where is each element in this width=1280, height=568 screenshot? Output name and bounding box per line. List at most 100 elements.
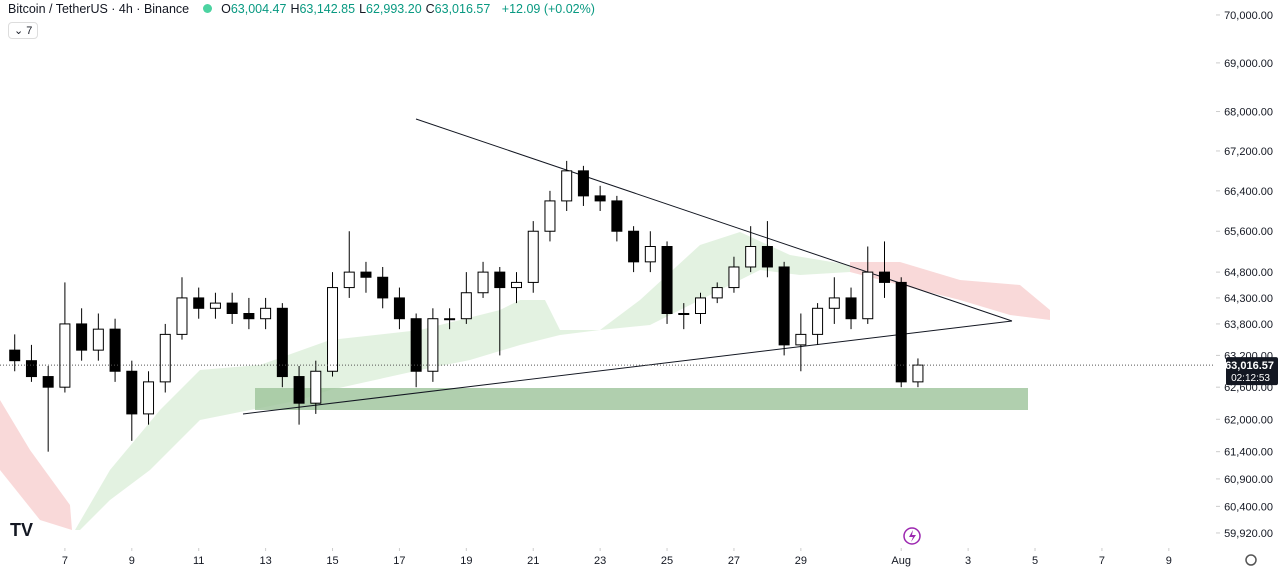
change: +12.09 (+0.02%) [501, 2, 595, 16]
countdown: 02:12:53 [1231, 373, 1270, 384]
x-tick-label: 29 [795, 555, 807, 567]
support-zone [255, 388, 1028, 410]
candle-body [678, 313, 690, 316]
ohlc-value: 63,004.47 [230, 2, 287, 16]
candle-body [561, 170, 573, 202]
candle-body [327, 287, 339, 372]
y-tick-label: 63,800.00 [1224, 319, 1273, 331]
last-price-label: 63,016.57 [1225, 360, 1274, 372]
x-tick-label: 21 [527, 555, 539, 567]
x-tick-label: 15 [326, 555, 338, 567]
candle-body [845, 297, 857, 320]
candle-body [895, 281, 907, 383]
candle-body [694, 297, 706, 315]
y-tick-label: 70,000.00 [1224, 10, 1273, 22]
candle-body [109, 328, 121, 372]
candle-body [393, 297, 405, 320]
candle-body [193, 297, 205, 309]
x-tick-label: 7 [1099, 555, 1105, 567]
ohlc: O63,004.47 H63,142.85 L62,993.20 C63,016.57 [221, 2, 494, 16]
x-tick-label: 5 [1032, 555, 1038, 567]
ohlc-value: 63,016.57 [434, 2, 491, 16]
y-tick-label: 64,800.00 [1224, 267, 1273, 279]
candle-body [25, 360, 37, 378]
candle-body [209, 302, 221, 309]
event-icon [903, 527, 921, 545]
symbol-title: Bitcoin / TetherUS · 4h · Binance [8, 2, 190, 16]
x-tick-label: 9 [1166, 555, 1172, 567]
y-tick-label: 69,000.00 [1224, 58, 1273, 70]
y-tick-label: 67,200.00 [1224, 146, 1273, 158]
y-tick-label: 60,400.00 [1224, 501, 1273, 513]
y-tick-label: 65,600.00 [1224, 226, 1273, 238]
x-tick-label: 27 [728, 555, 740, 567]
candle-body [360, 271, 372, 278]
candle-body [628, 230, 640, 263]
candle-body [611, 200, 623, 232]
ohlc-label: O [221, 2, 231, 16]
candle-body [828, 297, 840, 309]
candle-body [494, 271, 506, 289]
trendline [242, 320, 1013, 415]
y-tick-label: 62,000.00 [1224, 414, 1273, 426]
candle-body [243, 313, 255, 320]
ohlc-label: C [425, 2, 435, 16]
ohlc-label: H [290, 2, 300, 16]
candle-body [912, 364, 924, 383]
candle-body [644, 246, 656, 263]
candle-body [444, 318, 456, 321]
candle-body [76, 323, 88, 351]
candle-body [226, 302, 238, 315]
candle-body [176, 297, 188, 335]
x-tick-label: 23 [594, 555, 606, 567]
y-tick-label: 62,600.00 [1224, 382, 1273, 394]
candle-body [460, 292, 472, 320]
x-tick-label: 17 [393, 555, 405, 567]
ohlc-value: 63,142.85 [299, 2, 356, 16]
y-tick-label: 64,300.00 [1224, 293, 1273, 305]
red-cloud [850, 262, 1050, 320]
candle-body [661, 246, 673, 315]
candles [9, 160, 924, 452]
candle-body [878, 271, 890, 283]
candle-body [143, 381, 155, 415]
candle-body [276, 307, 288, 378]
logo: TV [10, 520, 33, 540]
x-tick-label: 9 [129, 555, 135, 567]
candle-body [343, 271, 355, 289]
x-tick-label: 7 [62, 555, 68, 567]
x-tick-label: 19 [460, 555, 472, 567]
candle-body [9, 349, 21, 362]
y-tick-label: 66,400.00 [1224, 186, 1273, 198]
candle-body [427, 318, 439, 372]
y-tick-label: 59,920.00 [1224, 528, 1273, 540]
candle-body [594, 195, 606, 202]
y-tick-label: 60,900.00 [1224, 474, 1273, 486]
candle-body [745, 246, 757, 268]
candle-body [711, 287, 723, 299]
y-tick-label: 68,000.00 [1224, 107, 1273, 119]
x-tick-label: 3 [965, 555, 971, 567]
status-dot [202, 4, 212, 13]
candle-body [310, 370, 322, 404]
header: Bitcoin / TetherUS · 4h · Binance O63,00… [8, 2, 599, 16]
indicators-toggle[interactable]: ⌄ 7 [8, 22, 39, 39]
event-icon [909, 530, 916, 542]
candle-body [42, 376, 54, 388]
candle-body [377, 276, 389, 299]
candle-body [511, 281, 523, 289]
x-tick-label: Aug [891, 555, 911, 567]
green-cloud [75, 232, 850, 530]
y-tick-label: 61,400.00 [1224, 447, 1273, 459]
ohlc-value: 62,993.20 [366, 2, 422, 16]
candle-body [795, 333, 807, 346]
cloud [0, 232, 1050, 530]
candle-body [59, 323, 71, 388]
candle-body [778, 266, 790, 346]
settings-icon[interactable] [1245, 554, 1257, 566]
candle-body [92, 328, 104, 351]
candle-body [728, 266, 740, 289]
candle-body [477, 271, 489, 294]
